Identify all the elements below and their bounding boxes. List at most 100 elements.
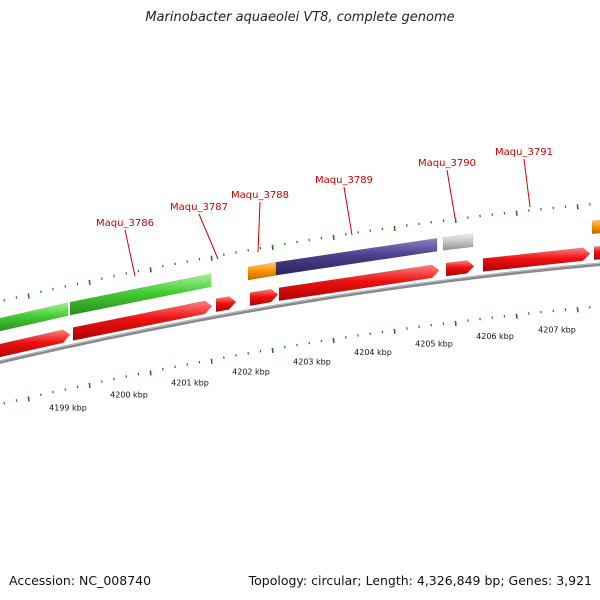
orange-gene (247, 262, 277, 281)
tick-mark (235, 354, 237, 357)
kbp-label: 4202 kbp (232, 368, 270, 377)
tick-mark (345, 335, 347, 339)
tick-mark (381, 227, 384, 231)
label-leader (523, 158, 531, 208)
kbp-label: 4206 kbp (476, 332, 514, 341)
tick-mark (27, 396, 30, 402)
tick-mark (113, 274, 115, 278)
gene-label: Maqu_3787 (170, 202, 228, 213)
tick-mark (357, 231, 359, 234)
label-leader (124, 229, 136, 277)
cds-arrow (445, 260, 475, 277)
tick-mark (430, 220, 433, 224)
gene-features (0, 219, 600, 358)
tick-mark (442, 322, 445, 325)
kbp-label: 4203 kbp (293, 357, 331, 366)
tick-mark (27, 293, 30, 299)
cds-arrow (215, 296, 237, 313)
kbp-label: 4207 kbp (538, 325, 576, 334)
cds-arrow (593, 245, 600, 261)
kbp-labels: 4199 kbp 4200 kbp 4201 kbp 4202 kbp 4203 kbp… (49, 325, 576, 412)
kbp-label: 4199 kbp (49, 404, 87, 413)
tick-mark (137, 269, 140, 273)
label-leader (198, 213, 219, 260)
tick-mark (515, 313, 518, 319)
tick-mark (125, 375, 128, 378)
green-gene (0, 302, 69, 332)
tick-mark (564, 205, 567, 209)
tick-mark (467, 319, 469, 322)
tick-mark (442, 219, 445, 222)
tick-mark (3, 401, 6, 405)
tick-mark (528, 312, 530, 315)
gray-gene (442, 233, 474, 251)
gene-label: Maqu_3789 (315, 175, 373, 186)
gene-label: Maqu_3786 (96, 218, 154, 229)
tick-mark (3, 298, 6, 302)
label-leader (257, 201, 261, 253)
tick-mark (52, 390, 54, 394)
tick-mark (247, 248, 250, 252)
backbone-line (0, 262, 600, 364)
tick-mark (503, 211, 506, 215)
tick-mark (564, 308, 567, 312)
gene-label: Maqu_3791 (495, 147, 553, 158)
purple-gene (275, 237, 438, 276)
backbone-highlight (0, 262, 600, 362)
tick-mark (174, 262, 176, 266)
tick-mark (101, 277, 103, 280)
kbp-label: 4200 kbp (110, 391, 148, 400)
label-leader (446, 169, 456, 219)
tick-mark (223, 356, 225, 359)
genome-summary-text: Topology: circular; Length: 4,326,849 bp… (248, 573, 592, 588)
tick-mark (589, 203, 591, 206)
tick-mark (271, 347, 274, 353)
tick-mark (406, 327, 408, 330)
tick-mark (210, 358, 213, 364)
tick-mark (369, 229, 372, 233)
kbp-label: 4201 kbp (171, 379, 209, 388)
gene-label-leaders (124, 158, 531, 277)
cds-arrow (72, 300, 213, 341)
tick-mark (589, 306, 591, 309)
tick-mark (64, 388, 67, 391)
tick-mark (393, 328, 396, 335)
tick-mark (271, 244, 274, 250)
lower-tick-track (3, 306, 591, 405)
tick-mark (552, 309, 555, 313)
tick-mark (40, 393, 42, 397)
tick-mark (296, 240, 298, 244)
tick-mark (491, 213, 494, 216)
tick-mark (101, 380, 103, 383)
tick-mark (491, 316, 494, 319)
genome-backbone (0, 262, 600, 364)
green-gene (69, 273, 212, 316)
tick-mark (430, 323, 433, 327)
tick-mark (381, 330, 384, 334)
gene-label: Maqu_3788 (231, 190, 289, 201)
cds-arrow (249, 288, 279, 307)
tick-mark (223, 253, 225, 256)
tick-mark (369, 332, 372, 336)
label-leader (343, 186, 353, 236)
tick-mark (40, 290, 42, 294)
tick-mark (467, 216, 469, 219)
tick-mark (174, 365, 176, 369)
tick-mark (320, 236, 323, 240)
tick-mark (308, 238, 311, 242)
tick-mark (332, 234, 335, 241)
tick-mark (308, 341, 311, 345)
tick-mark (247, 351, 250, 355)
tick-mark (259, 349, 262, 353)
tick-mark (515, 210, 518, 216)
tick-mark (15, 399, 18, 402)
tick-mark (162, 367, 164, 371)
tick-mark (320, 339, 323, 343)
cds-arrow (278, 264, 440, 302)
tick-mark (15, 296, 18, 299)
upper-tick-track (3, 203, 591, 302)
tick-mark (284, 242, 286, 246)
tick-mark (88, 382, 91, 389)
accession-text: Accession: NC_008740 (9, 573, 152, 588)
